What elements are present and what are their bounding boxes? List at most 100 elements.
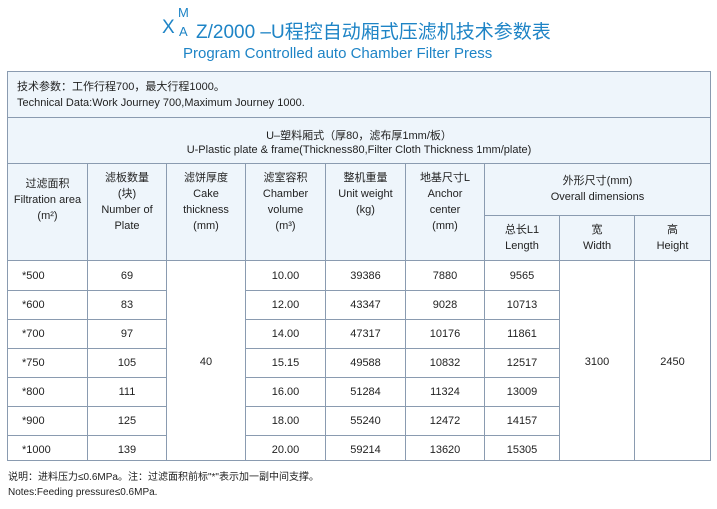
- header-width: 宽 Width: [560, 216, 634, 260]
- cell-length: 11861: [507, 328, 537, 340]
- cell-plates: 69: [120, 270, 134, 282]
- header-chamber-unit: (m³): [275, 220, 296, 232]
- grid-line: [405, 164, 406, 261]
- header-height-cn: 高: [667, 224, 678, 236]
- header-overall: 外形尺寸(mm) Overall dimensions: [485, 164, 710, 215]
- header-anchor: 地基尺寸L Anchor center (mm): [406, 164, 484, 260]
- title-english: Program Controlled auto Chamber Filter P…: [183, 45, 493, 62]
- cell-weight: 59214: [350, 444, 381, 456]
- cell-length: 9565: [509, 270, 535, 282]
- cell-plates: 105: [117, 357, 137, 369]
- header-cake-en1: Cake: [193, 188, 219, 200]
- grid-line: [559, 216, 560, 261]
- grid-line: [246, 435, 559, 436]
- cell-width-merged: 3100: [584, 356, 610, 368]
- cell-area: *800: [22, 386, 45, 398]
- tech-data-row: 技术参数：工作行程700，最大行程1000。 Technical Data:Wo…: [8, 72, 710, 118]
- cell-volume: 12.00: [271, 299, 300, 311]
- grid-line: [166, 164, 167, 261]
- grid-line: [559, 261, 560, 460]
- cell-plates: 83: [120, 299, 134, 311]
- header-area-unit: (m²): [37, 210, 58, 222]
- cell-cake-merged: 40: [199, 356, 213, 368]
- cell-weight: 51284: [350, 386, 381, 398]
- cell-area: *900: [22, 415, 45, 427]
- cell-anchor: 9028: [432, 299, 458, 311]
- cell-anchor: 7880: [432, 270, 458, 282]
- header-cake: 滤饼厚度 Cake thickness (mm): [167, 164, 245, 260]
- header-chamber: 滤室容积 Chamber volume (m³): [246, 164, 325, 260]
- grid-line: [8, 406, 166, 407]
- title-superscript: M: [178, 5, 189, 20]
- tech-data-en: Technical Data:Work Journey 700,Maximum …: [17, 97, 305, 109]
- grid-line: [405, 261, 406, 460]
- grid-line: [246, 348, 559, 349]
- header-height-en: Height: [656, 240, 689, 252]
- grid-line: [166, 261, 167, 460]
- notes: 说明：进料压力≤0.6MPa。注：过滤面积前标"*"表示加一副中间支撑。 Not…: [8, 470, 319, 500]
- cell-length: 15305: [506, 444, 538, 456]
- title-subscript: A: [179, 24, 188, 39]
- title-text: Z/2000 –U程控自动厢式压滤机技术参数表: [196, 22, 551, 43]
- title-area: X M A Z/2000 –U程控自动厢式压滤机技术参数表 Program Co…: [0, 0, 717, 70]
- cell-plates: 97: [120, 328, 134, 340]
- header-plates-en1: Number of: [101, 204, 153, 216]
- grid-line: [87, 164, 88, 261]
- header-anchor-en2: center: [429, 204, 461, 216]
- grid-line: [245, 261, 246, 460]
- cell-volume: 16.00: [271, 386, 300, 398]
- grid-line: [484, 261, 485, 460]
- plate-type-en: U-Plastic plate & frame(Thickness80,Filt…: [186, 144, 532, 156]
- header-area-cn: 过滤面积: [25, 178, 70, 190]
- header-chamber-en1: Chamber: [262, 188, 309, 200]
- cell-anchor: 11324: [430, 386, 460, 398]
- cell-plates: 125: [117, 415, 137, 427]
- header-weight-en: Unit weight: [338, 188, 393, 200]
- grid-line: [8, 319, 166, 320]
- header-weight: 整机重量 Unit weight (kg): [326, 164, 405, 260]
- grid-line: [8, 348, 166, 349]
- cell-volume: 20.00: [271, 444, 300, 456]
- cell-plates: 111: [118, 386, 136, 398]
- header-overall-cn: 外形尺寸(mm): [562, 175, 633, 187]
- header-area-en: Filtration area: [13, 194, 82, 206]
- header-width-cn: 宽: [591, 224, 603, 236]
- header-weight-unit: (kg): [356, 204, 375, 216]
- header-weight-cn: 整机重量: [343, 172, 388, 184]
- cell-area: *600: [22, 299, 45, 311]
- cell-volume: 14.00: [271, 328, 300, 340]
- grid-line: [485, 215, 710, 216]
- cell-weight: 39386: [350, 270, 381, 282]
- cell-plates: 139: [117, 444, 137, 456]
- cell-weight: 55240: [350, 415, 381, 427]
- header-anchor-unit: (mm): [432, 220, 458, 232]
- header-cake-cn: 滤饼厚度: [184, 172, 228, 184]
- cell-area: *1000: [22, 444, 51, 456]
- grid-line: [8, 260, 710, 261]
- header-overall-en: Overall dimensions: [550, 191, 645, 203]
- cell-height-merged: 2450: [660, 356, 685, 368]
- cell-anchor: 10176: [429, 328, 461, 340]
- cell-weight: 47317: [350, 328, 381, 340]
- plate-type-cn: U–塑料厢式（厚80，滤布厚1mm/板）: [266, 130, 452, 142]
- grid-line: [245, 164, 246, 261]
- grid-line: [325, 261, 326, 460]
- cell-area: *750: [22, 357, 45, 369]
- header-plates-cn: 滤板数量: [105, 172, 149, 184]
- title-x: X: [162, 17, 175, 38]
- header-cake-unit: (mm): [193, 220, 219, 232]
- grid-line: [246, 406, 559, 407]
- cell-length: 12517: [506, 357, 538, 369]
- cell-weight: 49588: [350, 357, 381, 369]
- cell-length: 13009: [506, 386, 538, 398]
- header-chamber-cn: 滤室容积: [263, 172, 308, 184]
- header-anchor-cn: 地基尺寸L: [419, 172, 471, 184]
- grid-line: [87, 261, 88, 460]
- grid-line: [246, 377, 559, 378]
- grid-line: [634, 216, 635, 261]
- tech-data-cn: 技术参数：工作行程700，最大行程1000。: [17, 81, 225, 93]
- grid-line: [246, 319, 559, 320]
- header-length-cn: 总长L1: [504, 224, 540, 236]
- note-en: Notes:Feeding pressure≤0.6MPa.: [8, 487, 158, 498]
- cell-anchor: 13620: [429, 444, 461, 456]
